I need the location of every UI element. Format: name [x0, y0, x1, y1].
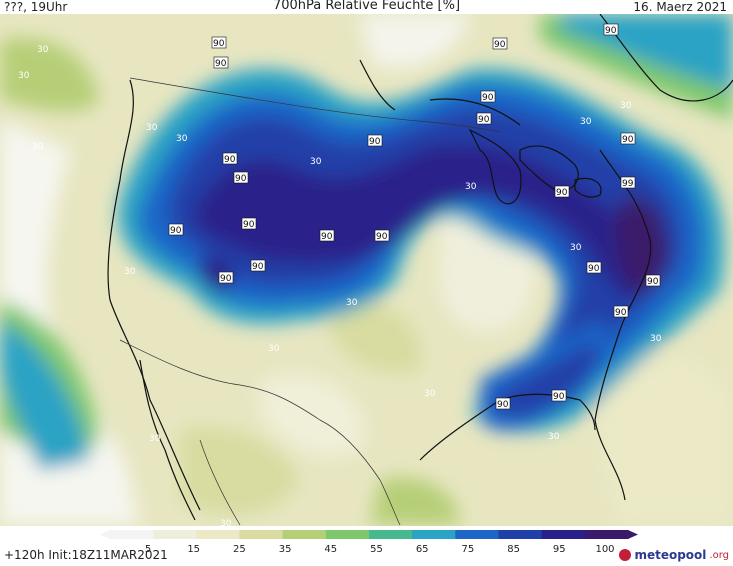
contour-label-30: 30 [580, 117, 592, 127]
contour-label-30: 30 [268, 344, 280, 354]
contour-label-30: 30 [548, 432, 560, 442]
colorbar-swatch [369, 530, 413, 539]
contour-label-30: 30 [346, 298, 358, 308]
colorbar-tick-label: 35 [278, 544, 292, 555]
colorbar-swatch [455, 530, 499, 539]
contour-label-90: 90 [622, 135, 634, 145]
contour-label-90: 90 [497, 400, 509, 410]
meteopool-logo-icon [619, 549, 632, 561]
colorbar-swatch [498, 530, 543, 539]
contour-label-90: 90 [369, 137, 381, 147]
contour-label-90: 90 [605, 26, 617, 36]
contour-label-30: 30 [37, 45, 49, 55]
contour-label-30: 30 [465, 182, 477, 192]
contour-label-30: 30 [220, 519, 232, 526]
contour-label-90: 90 [321, 232, 333, 242]
contour-label-90: 90 [224, 155, 236, 165]
colorbar-swatch [153, 530, 197, 539]
title-bar: ???, 19Uhr 700hPa Relative Feuchte [%] 1… [0, 0, 733, 14]
colorbar-tick-label: 85 [507, 544, 520, 555]
contour-label-30: 30 [424, 389, 436, 399]
valid-date: 16. Maerz 2021 [633, 0, 727, 14]
contour-label-90: 90 [615, 308, 627, 318]
contour-label-30: 30 [32, 142, 44, 152]
contour-label-99: 99 [622, 179, 634, 189]
colorbar-swatch [541, 530, 586, 539]
contour-label-90: 90 [553, 392, 565, 402]
contour-label-90: 90 [556, 188, 568, 198]
brand-name: meteopool [634, 548, 707, 562]
contour-label-30: 30 [149, 434, 161, 444]
contour-label-30: 30 [650, 334, 662, 344]
brand-logo[interactable]: meteopool .org [619, 548, 729, 562]
contour-label-90: 90 [243, 220, 255, 230]
colorbar-swatch [196, 530, 240, 539]
colorbar-arrow-high [628, 530, 638, 539]
colorbar-swatch [412, 530, 456, 539]
colorbar-tick-label: 5 [144, 544, 152, 555]
brand-suffix: .org [709, 549, 729, 561]
contour-label-90: 90 [482, 93, 494, 103]
contour-label-90: 90 [235, 174, 247, 184]
map-title: 700hPa Relative Feuchte [%] [272, 0, 461, 13]
colorbar-tick-label: 75 [461, 544, 475, 555]
contour-label-90: 90 [647, 277, 659, 287]
contour-label-30: 30 [570, 243, 582, 253]
colorbar-tick-label: 100 [595, 544, 615, 555]
colorbar-swatch [325, 530, 370, 539]
contour-label-30: 30 [124, 267, 136, 277]
contour-label-90: 90 [170, 226, 182, 236]
colorbar-tick-label: 95 [552, 544, 566, 555]
colorbar-swatch [282, 530, 327, 539]
contour-label-30: 30 [620, 101, 632, 111]
colorbar-swatch [584, 530, 629, 539]
humidity-map: 90 90 90 90 90 90 90 90 90 90 90 90 90 9… [0, 14, 733, 526]
contour-label-30: 30 [176, 134, 188, 144]
colorbar-tick-label: 65 [415, 544, 429, 555]
contour-label-30: 30 [146, 123, 158, 133]
init-time: +120h Init:18Z11MAR2021 [4, 548, 168, 562]
contour-label-90: 90 [220, 274, 232, 284]
colorbar [100, 530, 638, 539]
contour-label-30: 30 [18, 71, 30, 81]
forecast-hour-label: ???, 19Uhr [4, 0, 68, 14]
colorbar-swatch [110, 530, 154, 539]
colorbar-arrow-low [100, 530, 110, 539]
contour-label-90: 90 [588, 264, 600, 274]
colorbar-tick-label: 55 [370, 544, 383, 555]
contour-label-90: 90 [494, 40, 506, 50]
contour-label-30: 30 [310, 157, 322, 167]
colorbar-tick-label: 15 [187, 544, 201, 555]
contour-label-90: 90 [213, 39, 225, 49]
colorbar-tick-label: 45 [324, 544, 338, 555]
footer: 5 15 25 35 45 55 65 75 85 95 100 +120h Init:18Z11M… [0, 526, 733, 566]
contour-label-90: 90 [252, 262, 264, 272]
colorbar-tick-label: 25 [233, 544, 246, 555]
contour-label-90: 90 [478, 115, 490, 125]
colorbar-swatch [239, 530, 284, 539]
contour-label-90: 90 [215, 59, 227, 69]
contour-label-90: 90 [376, 232, 388, 242]
